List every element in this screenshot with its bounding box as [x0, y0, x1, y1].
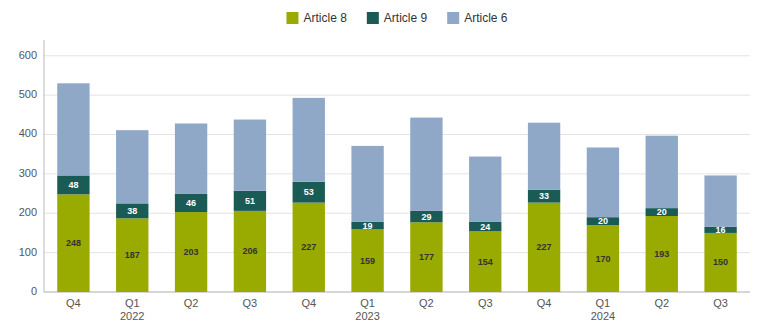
y-tick-label: 100 — [19, 246, 37, 258]
data-label: 177 — [419, 252, 434, 262]
bar-segment — [57, 194, 89, 292]
data-label: 46 — [186, 198, 196, 208]
y-axis-line — [44, 40, 45, 292]
x-tick-label: Q2 — [654, 297, 669, 309]
data-label: 227 — [537, 242, 552, 252]
bar-segment — [116, 130, 148, 203]
bar-segment — [175, 123, 207, 193]
bar-segment — [528, 190, 560, 203]
x-tick-label: Q3 — [713, 297, 728, 309]
y-tick-label: 400 — [19, 127, 37, 139]
chart: 0 100 200 300 400 500 600 248 187 203 206 227 159 177… — [0, 0, 765, 336]
data-label: 33 — [539, 191, 549, 201]
grid-line — [44, 292, 750, 293]
x-tick-label: Q4 — [66, 297, 81, 309]
bar-segment — [587, 147, 619, 217]
data-label: 24 — [480, 222, 490, 232]
bar-segment — [175, 212, 207, 292]
grid-line — [44, 213, 750, 214]
bar-segment — [234, 120, 266, 191]
y-tick-label: 200 — [19, 206, 37, 218]
data-label: 203 — [184, 247, 199, 257]
grid-line — [44, 173, 750, 174]
bar-segment — [469, 231, 501, 292]
bar-segment — [351, 146, 383, 222]
legend-item: Article 9 — [367, 11, 428, 25]
bar-segment — [528, 203, 560, 292]
legend-swatch — [367, 12, 379, 24]
y-tick-label: 500 — [19, 88, 37, 100]
bar-segment — [587, 225, 619, 292]
bar-segment — [646, 136, 678, 208]
data-label: 19 — [363, 221, 373, 231]
x-tick-label: Q2 — [184, 297, 199, 309]
bar-segment — [410, 211, 442, 222]
data-label: 51 — [245, 196, 255, 206]
x-tick-label: Q12024 — [591, 297, 615, 322]
x-tick-label: Q3 — [243, 297, 258, 309]
x-tick-label: Q12022 — [120, 297, 144, 322]
bar-segment — [351, 229, 383, 292]
x-tick-label: Q12023 — [355, 297, 379, 322]
x-axis-line — [44, 292, 750, 293]
bar-segment — [410, 222, 442, 292]
data-label: 150 — [713, 257, 728, 267]
grid — [44, 56, 750, 292]
legend-item: Article 6 — [447, 11, 508, 25]
data-label: 170 — [595, 254, 610, 264]
bars — [57, 83, 737, 292]
bar-segment — [116, 218, 148, 292]
data-label: 227 — [301, 242, 316, 252]
bar-segment — [234, 211, 266, 292]
legend: Article 8 Article 9 Article 6 — [286, 11, 507, 25]
data-label: 154 — [478, 257, 493, 267]
grid-line — [44, 95, 750, 96]
bar-segment — [116, 203, 148, 218]
legend-label: Article 6 — [464, 11, 508, 25]
chart-container: 0 100 200 300 400 500 600 248 187 203 206 227 159 177… — [0, 0, 765, 336]
grid-line — [44, 55, 750, 56]
data-label: 20 — [598, 216, 608, 226]
y-tick-label: 600 — [19, 49, 37, 61]
x-tick-label: Q2 — [419, 297, 434, 309]
legend-label: Article 9 — [384, 11, 428, 25]
bar-segment — [469, 157, 501, 222]
legend-swatch — [286, 12, 298, 24]
bar-segment — [469, 222, 501, 231]
data-label: 193 — [654, 249, 669, 259]
legend-swatch — [447, 12, 459, 24]
y-tick-label: 300 — [19, 167, 37, 179]
bar-segment — [57, 175, 89, 194]
data-label: 206 — [242, 246, 257, 256]
grid-line — [44, 252, 750, 253]
bar-segment — [704, 175, 736, 226]
data-label: 187 — [125, 250, 140, 260]
data-label: 159 — [360, 256, 375, 266]
data-label: 29 — [421, 212, 431, 222]
bar-segment — [293, 203, 325, 292]
bar-segment — [704, 233, 736, 292]
grid-line — [44, 134, 750, 135]
data-label: 48 — [68, 180, 78, 190]
legend-label: Article 8 — [303, 11, 347, 25]
bar-segment — [175, 194, 207, 212]
data-label: 248 — [66, 238, 81, 248]
bar-segment — [293, 98, 325, 182]
x-tick-label: Q4 — [537, 297, 552, 309]
bar-segment — [528, 123, 560, 190]
legend-item: Article 8 — [286, 11, 347, 25]
bar-segment — [234, 191, 266, 211]
bar-segment — [646, 216, 678, 292]
data-label: 16 — [716, 225, 726, 235]
bar-segment — [57, 83, 89, 175]
x-tick-label: Q3 — [478, 297, 493, 309]
x-tick-label: Q4 — [301, 297, 316, 309]
y-tick-label: 0 — [31, 285, 37, 297]
data-label: 38 — [127, 206, 137, 216]
data-label: 20 — [657, 207, 667, 217]
bar-segment — [293, 182, 325, 203]
bar-segment — [410, 118, 442, 211]
data-label: 53 — [304, 187, 314, 197]
